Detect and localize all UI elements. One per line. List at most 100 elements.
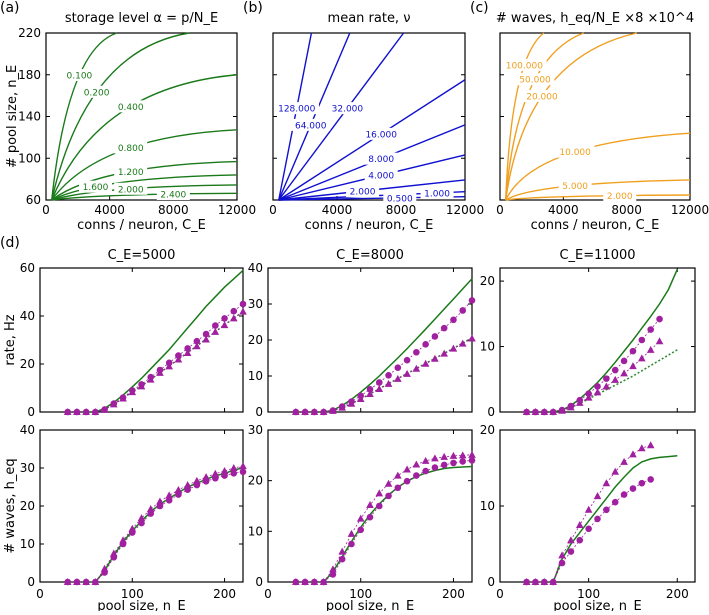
data-point-circle	[431, 464, 439, 471]
contour-label: 0.100	[67, 72, 93, 82]
data-point-triangle	[394, 471, 402, 479]
data-point-triangle	[638, 354, 646, 362]
data-point-triangle	[638, 444, 646, 452]
contour-line-2.400	[51, 192, 238, 201]
ytick-label: 0	[27, 575, 35, 589]
data-point-triangle	[128, 388, 137, 396]
data-point-triangle	[82, 408, 90, 415]
data-point-triangle	[522, 578, 531, 585]
ytick-label: 0	[487, 405, 495, 419]
contour-label: 1.000	[424, 189, 450, 199]
contour-label-bg	[558, 179, 592, 192]
data-point-triangle	[356, 395, 365, 403]
contour-label-bg	[114, 182, 148, 195]
contour-line-1.600	[51, 174, 238, 201]
data-point-circle	[450, 459, 457, 467]
data-point-triangle	[63, 578, 72, 585]
title-c: # waves, h_eq/N_E ×8 ×10^4	[496, 11, 694, 26]
contour-label-bg	[515, 73, 555, 86]
data-point-circle	[440, 324, 448, 332]
data-point-triangle	[193, 476, 201, 484]
contour-label-bg	[156, 187, 190, 200]
ytick-label: 40	[20, 309, 35, 323]
data-point-triangle	[211, 469, 220, 477]
ytick-label: 10	[248, 369, 263, 383]
contour-label-bg	[80, 85, 114, 98]
title-d3: C_E=11000	[559, 248, 635, 263]
data-point-triangle	[431, 354, 439, 362]
data-point-triangle	[338, 403, 346, 411]
data-point-triangle	[73, 408, 81, 415]
data-point-circle	[184, 345, 191, 352]
data-point-circle	[366, 513, 374, 521]
series-theory	[295, 465, 473, 583]
xtick-label: 0	[264, 587, 272, 601]
data-point-triangle	[575, 521, 584, 528]
data-point-circle	[576, 536, 584, 544]
data-point-circle	[620, 357, 628, 365]
data-point-triangle	[100, 405, 109, 413]
data-point-triangle	[593, 492, 602, 500]
axes-frame-d5	[267, 429, 473, 583]
contour-label-bg	[364, 152, 398, 165]
data-point-triangle	[347, 399, 356, 407]
data-point-triangle	[458, 451, 467, 459]
data-point-triangle	[229, 464, 238, 471]
ytick-label: 0	[487, 575, 495, 589]
contour-label: 1.200	[118, 168, 144, 178]
data-point-circle	[422, 341, 429, 348]
xtick-label: 8000	[158, 203, 189, 217]
axes-frame-d1	[39, 267, 244, 413]
xlabel-a: conns / neuron, C_E	[77, 218, 206, 233]
xtick-label: 12000	[218, 203, 256, 217]
data-point-circle	[357, 526, 365, 534]
ytick-label: 20	[20, 357, 35, 371]
data-point-circle	[375, 502, 383, 510]
series-triangles-line	[295, 338, 473, 413]
ytick-label: 30	[20, 461, 35, 475]
contour-label-bg	[114, 141, 148, 154]
contour-label-bg	[114, 165, 148, 178]
data-point-triangle	[119, 394, 127, 402]
ytick-label: 0	[27, 405, 35, 419]
data-point-triangle	[183, 348, 192, 356]
ytick-label: 20	[248, 333, 263, 347]
axes-frame-c	[499, 32, 691, 201]
series-theory	[295, 278, 473, 413]
data-point-triangle	[449, 344, 458, 352]
data-point-triangle	[558, 406, 566, 414]
data-point-triangle	[458, 339, 467, 347]
axes-frame-d6	[499, 429, 696, 583]
xtick-label: 0	[269, 203, 277, 217]
title-a: storage level α = p/N_E	[65, 11, 218, 26]
contour-line-5.000	[505, 179, 691, 201]
ytick-label: 20	[20, 499, 35, 513]
ylabel-d1: rate, Hz	[3, 314, 18, 365]
data-point-triangle	[558, 551, 566, 559]
data-point-circle	[638, 479, 646, 487]
series-theory-dashed	[295, 337, 473, 413]
data-point-triangle	[165, 491, 173, 499]
data-point-triangle	[655, 337, 664, 345]
data-point-circle	[138, 519, 145, 527]
contour-label: 128.000	[278, 105, 315, 115]
ytick-label: 30	[248, 423, 263, 437]
data-point-triangle	[366, 390, 374, 397]
data-point-circle	[558, 559, 566, 567]
data-point-triangle	[146, 505, 155, 513]
ytick-label: 220	[18, 26, 41, 40]
data-point-circle	[239, 468, 247, 476]
data-point-circle	[202, 330, 210, 338]
ytick-label: 10	[480, 340, 495, 354]
data-point-triangle	[384, 379, 393, 387]
contour-label: 50.000	[519, 76, 551, 86]
xtick-label: 0	[496, 203, 504, 217]
data-point-circle	[221, 315, 228, 322]
ylabel-a: # pool size, n_E	[5, 65, 20, 168]
ytick-label: 30	[248, 297, 263, 311]
contour-label-bg	[502, 58, 547, 71]
contour-label: 64.000	[295, 121, 327, 131]
contour-label-bg	[274, 102, 320, 115]
contour-label-bg	[364, 169, 398, 182]
